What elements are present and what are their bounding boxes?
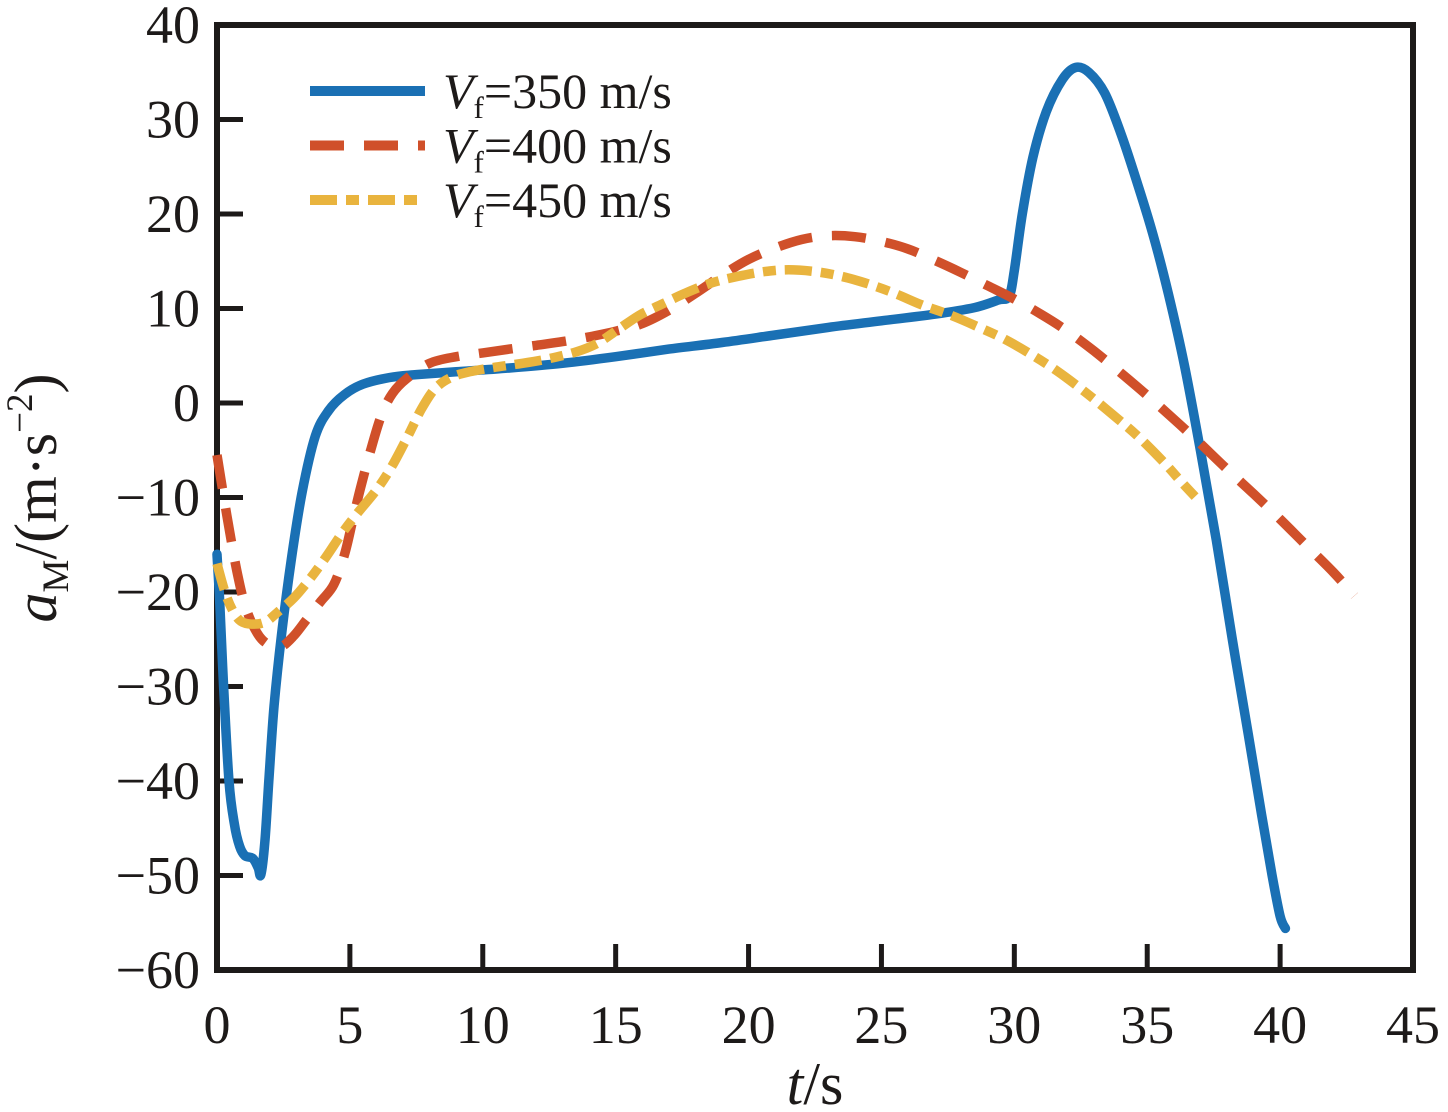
y-tick-label: −30 [116, 657, 200, 717]
x-tick-label: 20 [722, 995, 776, 1055]
legend: Vf=350 m/sVf=400 m/sVf=450 m/s [310, 63, 672, 234]
y-tick-label: −10 [116, 468, 200, 528]
series-line-0 [212, 62, 1291, 934]
x-tick-labels: 0 5 10 15 20 25 30 35 40 45 [204, 995, 1441, 1055]
y-tick-label: −60 [116, 940, 200, 1000]
x-tick-label: 10 [456, 995, 510, 1055]
x-axis-label: t/s [787, 1051, 844, 1112]
plot-frame [214, 22, 1416, 973]
x-tick-label: 25 [854, 995, 908, 1055]
x-tick-label: 35 [1120, 995, 1174, 1055]
legend-item-1: Vf=400 m/s [310, 118, 672, 180]
y-tick-label: 40 [146, 0, 200, 55]
y-tick-label: 30 [146, 90, 200, 150]
y-tick-label: −40 [116, 751, 200, 811]
series-group [212, 62, 1359, 934]
x-tick-label: 40 [1253, 995, 1307, 1055]
x-tick-label: 15 [589, 995, 643, 1055]
legend-label: Vf=400 m/s [443, 118, 672, 180]
y-tick-label: −20 [116, 562, 200, 622]
y-axis-label: aM/(m·s−2) [0, 374, 77, 623]
x-tick-label: 45 [1386, 995, 1440, 1055]
y-tick-label: 10 [146, 279, 200, 339]
legend-label: Vf=450 m/s [443, 172, 672, 234]
series-line-1 [212, 230, 1359, 653]
y-tick-labels: 40 30 20 10 0 −10 −20 −30 −40 −50 −60 [116, 0, 200, 1000]
legend-item-0: Vf=350 m/s [310, 63, 672, 125]
legend-item-2: Vf=450 m/s [310, 172, 672, 234]
legend-label: Vf=350 m/s [443, 63, 672, 125]
x-tick-label: 30 [987, 995, 1041, 1055]
y-tick-label: 0 [173, 373, 200, 433]
x-tick-label: 5 [336, 995, 363, 1055]
series-line-2 [212, 265, 1199, 629]
y-tick-label: 20 [146, 184, 200, 244]
y-tick-label: −50 [116, 846, 200, 906]
x-tick-label: 0 [204, 995, 231, 1055]
